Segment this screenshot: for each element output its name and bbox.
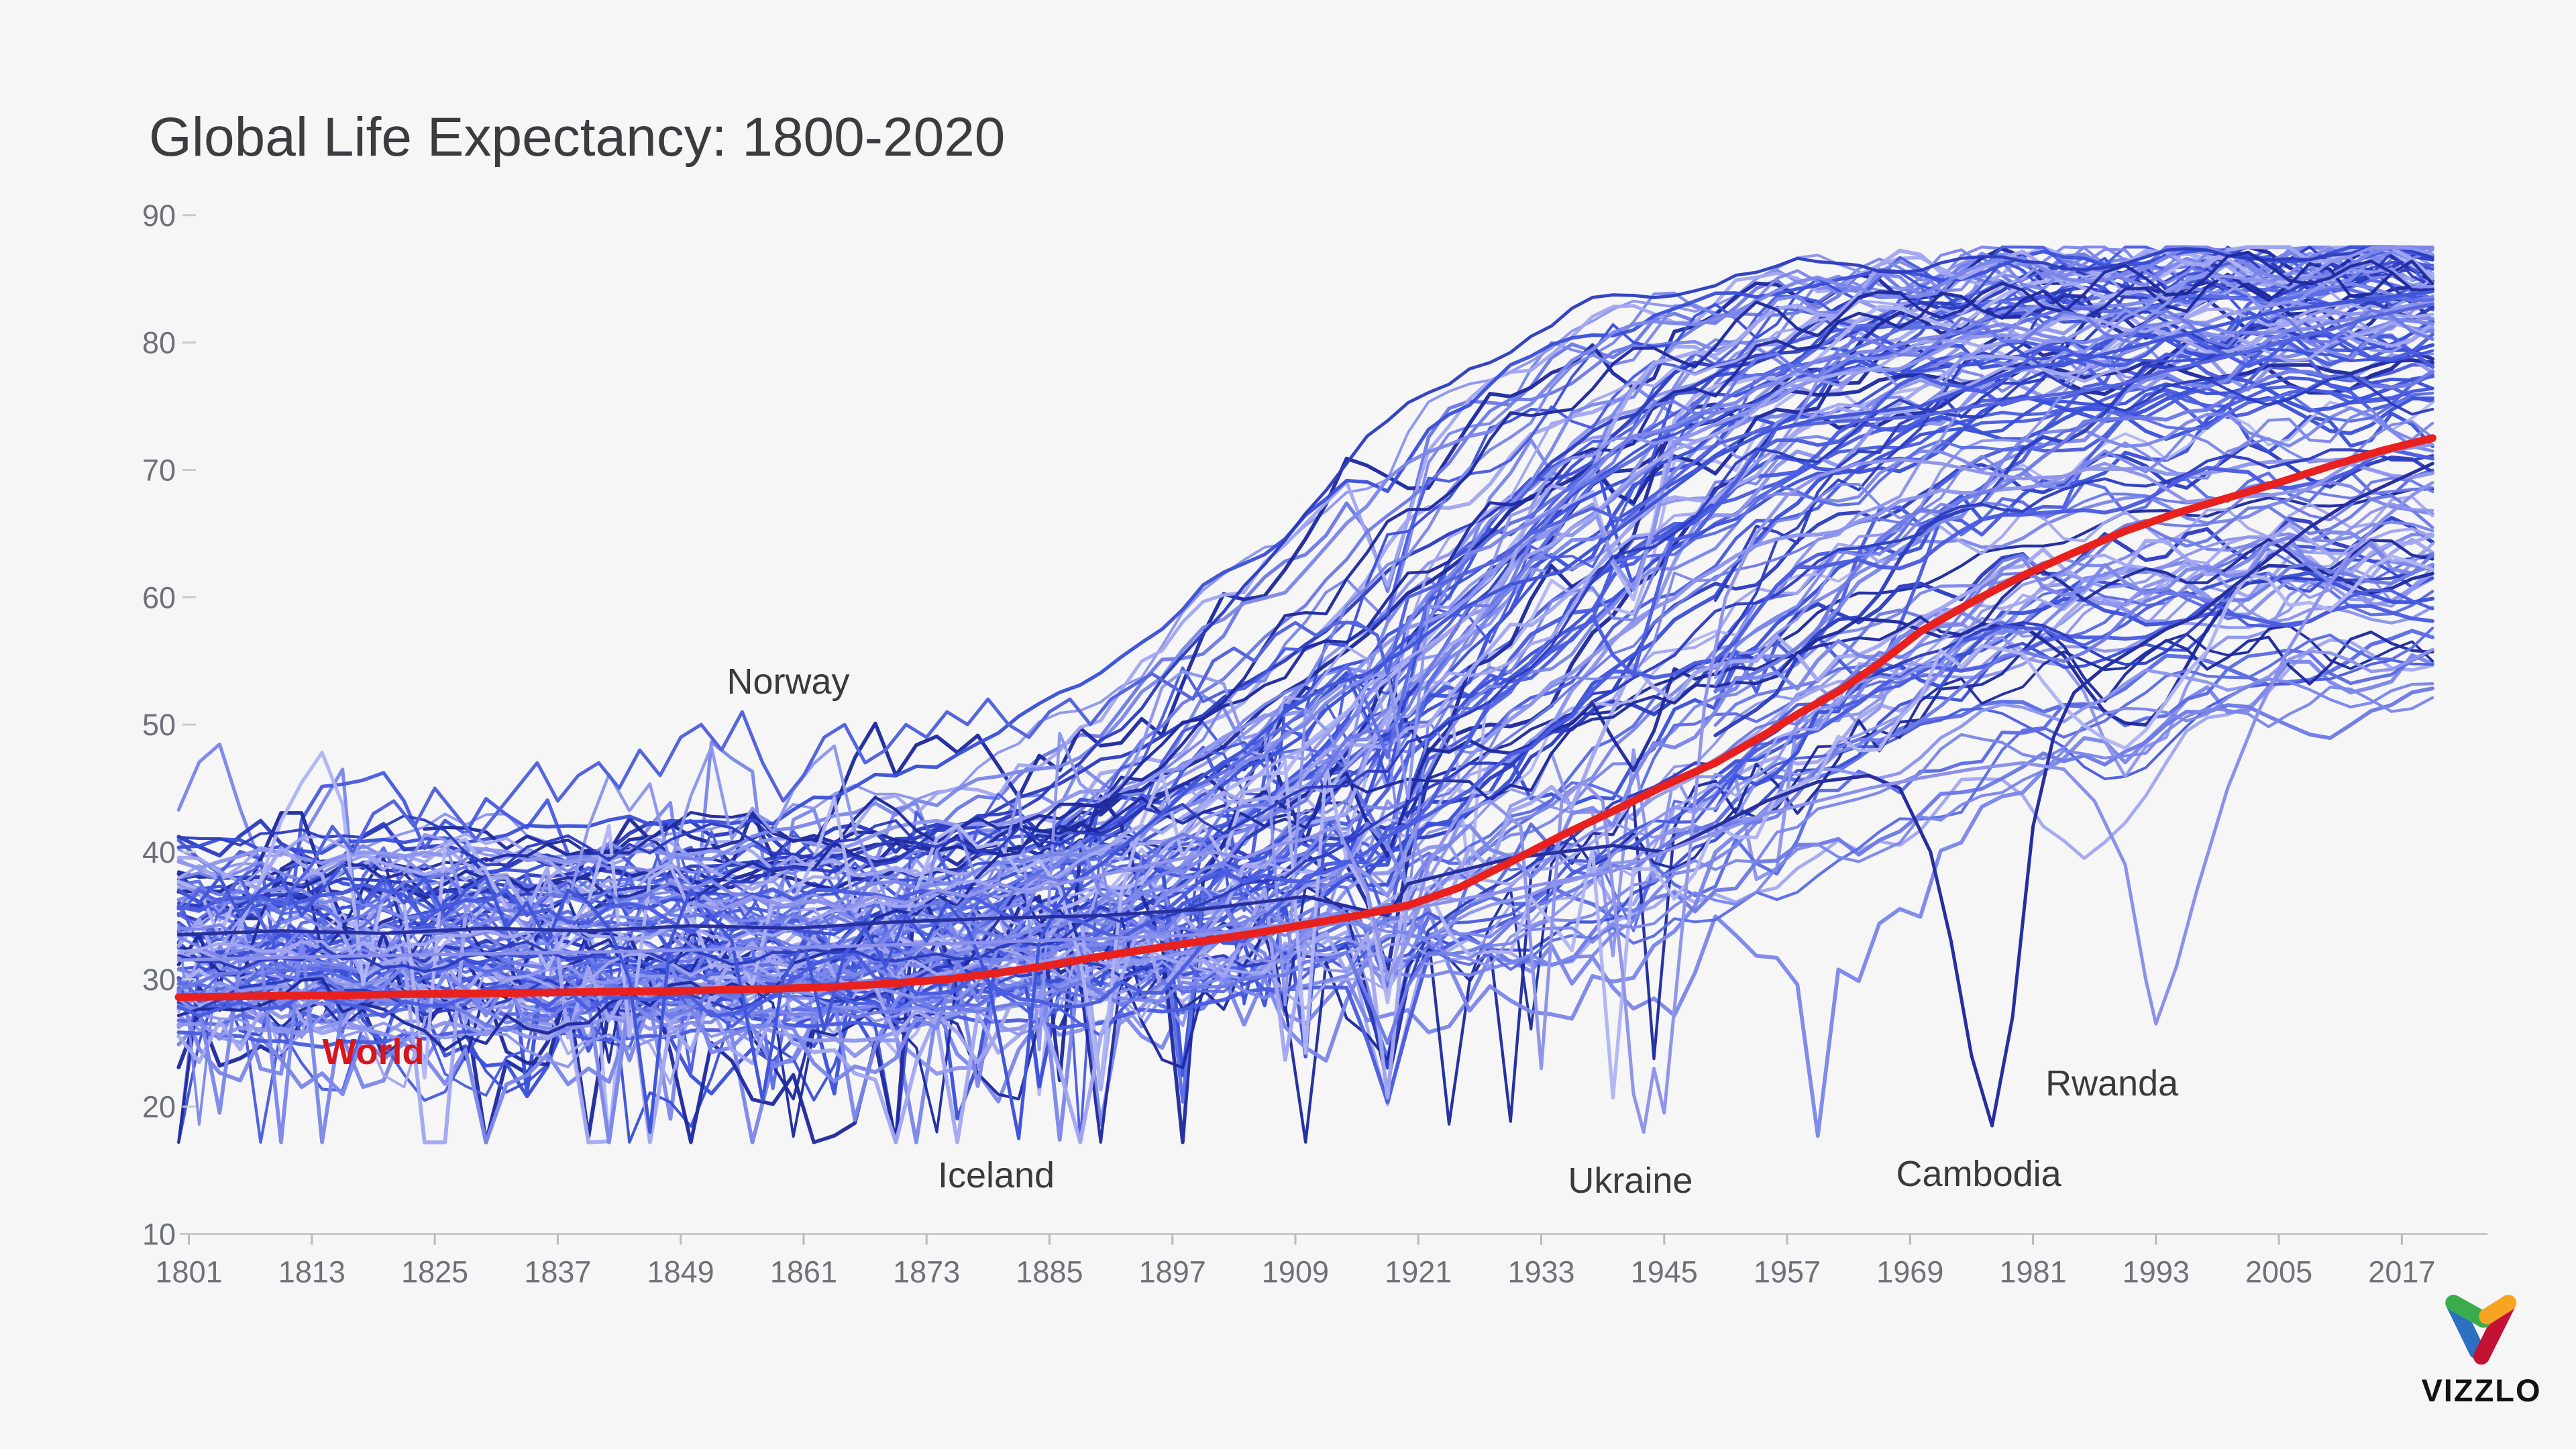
y-tick-30: 30 bbox=[142, 963, 176, 997]
x-tick-1801: 1801 bbox=[156, 1254, 223, 1289]
annotation-norway: Norway bbox=[727, 661, 850, 702]
x-tick-1873: 1873 bbox=[893, 1254, 960, 1289]
x-tick-2005: 2005 bbox=[2245, 1254, 2312, 1289]
vizzlo-logo: VIZZLO bbox=[2419, 1289, 2544, 1409]
x-tick-1933: 1933 bbox=[1507, 1254, 1574, 1289]
y-tick-60: 60 bbox=[142, 580, 176, 614]
x-tick-1969: 1969 bbox=[1876, 1254, 1943, 1289]
x-tick-1825: 1825 bbox=[401, 1254, 468, 1289]
chart-title: Global Life Expectancy: 1800-2020 bbox=[149, 107, 1006, 168]
x-tick-1981: 1981 bbox=[2000, 1254, 2067, 1289]
x-tick-1921: 1921 bbox=[1385, 1254, 1452, 1289]
x-tick-1837: 1837 bbox=[524, 1254, 591, 1289]
annotation-world: World bbox=[322, 1031, 425, 1072]
y-tick-20: 20 bbox=[142, 1090, 176, 1124]
annotation-ukraine: Ukraine bbox=[1568, 1160, 1693, 1201]
x-tick-2017: 2017 bbox=[2368, 1254, 2435, 1289]
y-tick-10: 10 bbox=[142, 1217, 176, 1251]
y-tick-40: 40 bbox=[142, 835, 176, 869]
x-tick-1849: 1849 bbox=[647, 1254, 714, 1289]
x-tick-1897: 1897 bbox=[1139, 1254, 1206, 1289]
x-tick-1813: 1813 bbox=[278, 1254, 345, 1289]
y-tick-80: 80 bbox=[142, 326, 176, 360]
x-tick-1993: 1993 bbox=[2123, 1254, 2190, 1289]
x-tick-1885: 1885 bbox=[1016, 1254, 1083, 1289]
vizzlo-logo-icon bbox=[2445, 1295, 2517, 1365]
y-tick-70: 70 bbox=[142, 453, 176, 487]
x-tick-1945: 1945 bbox=[1631, 1254, 1698, 1289]
y-tick-90: 90 bbox=[142, 199, 176, 233]
x-tick-1909: 1909 bbox=[1262, 1254, 1329, 1289]
annotation-cambodia: Cambodia bbox=[1896, 1154, 2061, 1195]
vizzlo-logo-text: VIZZLO bbox=[2421, 1373, 2542, 1408]
y-tick-50: 50 bbox=[142, 708, 176, 742]
x-tick-1957: 1957 bbox=[1754, 1254, 1821, 1289]
x-tick-1861: 1861 bbox=[770, 1254, 837, 1289]
annotation-rwanda: Rwanda bbox=[2045, 1063, 2179, 1104]
annotation-iceland: Iceland bbox=[937, 1155, 1055, 1196]
